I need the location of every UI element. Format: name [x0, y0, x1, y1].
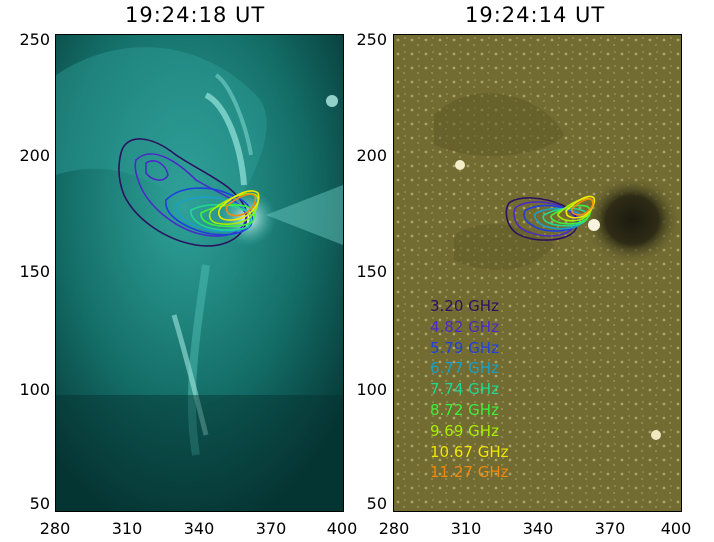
- y-tick-left: 150: [19, 262, 50, 281]
- x-tick-left: 400: [326, 519, 358, 538]
- y-tick-left: 250: [19, 30, 50, 49]
- y-tick-left: 100: [19, 380, 50, 399]
- x-tick-right: 400: [660, 519, 692, 538]
- panel-title-right: 19:24:14 UT: [465, 3, 606, 27]
- contour-overlay-left: [118, 138, 260, 247]
- legend-entry: 10.67 GHz: [430, 442, 509, 461]
- panel-title-left: 19:24:18 UT: [125, 3, 266, 27]
- legend-entry: 5.79 GHz: [430, 338, 499, 357]
- legend-entry: 9.69 GHz: [430, 421, 499, 440]
- x-tick-left: 370: [255, 519, 287, 538]
- euv-image: [56, 35, 343, 511]
- x-tick-right: 310: [450, 519, 482, 538]
- continuum-image: [394, 35, 681, 511]
- y-tick-right: 250: [356, 30, 387, 49]
- y-tick-right: 50: [366, 494, 387, 513]
- legend-entry: 4.82 GHz: [430, 317, 499, 336]
- contour-overlay-right: [505, 195, 596, 241]
- image-panel-left: [55, 34, 344, 512]
- y-tick-left: 50: [29, 494, 50, 513]
- x-tick-left: 280: [39, 519, 71, 538]
- frequency-legend: 3.20 GHz 4.82 GHz 5.79 GHz 6.77 GHz 7.74…: [430, 296, 509, 483]
- x-tick-left: 340: [183, 519, 215, 538]
- y-tick-right: 100: [356, 380, 387, 399]
- legend-entry: 11.27 GHz: [430, 463, 509, 482]
- legend-entry: 6.77 GHz: [430, 359, 499, 378]
- legend-entry: 3.20 GHz: [430, 297, 499, 315]
- x-tick-right: 340: [522, 519, 554, 538]
- x-tick-right: 370: [594, 519, 626, 538]
- x-tick-right: 280: [378, 519, 410, 538]
- legend-entry: 7.74 GHz: [430, 380, 499, 399]
- y-tick-right: 200: [356, 146, 387, 165]
- image-panel-right: [393, 34, 682, 512]
- x-tick-left: 310: [111, 519, 143, 538]
- y-tick-left: 200: [19, 146, 50, 165]
- legend-entry: 8.72 GHz: [430, 400, 499, 419]
- y-tick-right: 150: [356, 262, 387, 281]
